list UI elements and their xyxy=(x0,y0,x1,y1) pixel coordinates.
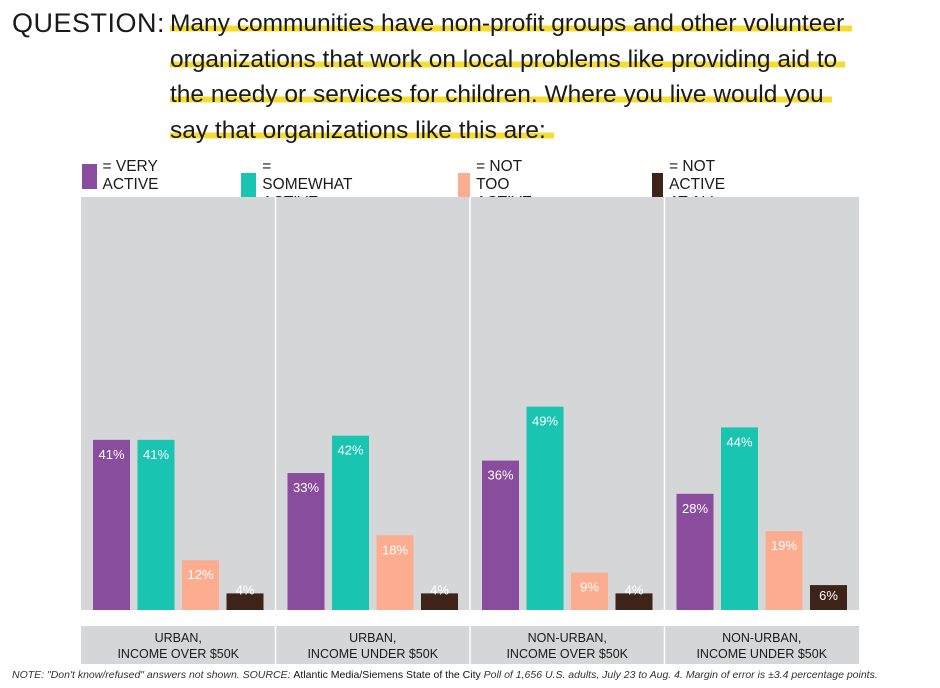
category-label: INCOME OVER $50K xyxy=(506,647,628,661)
data-label: 36% xyxy=(487,468,513,483)
data-label: 41% xyxy=(143,447,169,462)
data-label: 19% xyxy=(771,538,797,553)
legend-swatch xyxy=(82,163,97,189)
bar-somewhat-active xyxy=(137,439,175,610)
legend-swatch xyxy=(458,172,471,198)
category-label: URBAN, xyxy=(349,631,396,645)
category-label: URBAN, xyxy=(155,631,202,645)
bar-not-too-active xyxy=(182,560,219,610)
data-label: 41% xyxy=(98,447,124,462)
bar-not-too-active xyxy=(571,572,608,610)
bar-not-too-active xyxy=(765,531,803,610)
data-label: 33% xyxy=(293,480,319,495)
bar-very-active xyxy=(93,439,130,610)
source-name: Atlantic Media/Siemens State of the City xyxy=(293,669,481,681)
bar-very-active xyxy=(676,493,714,610)
data-label: 6% xyxy=(819,588,838,603)
category-label: NON-URBAN, xyxy=(528,631,607,645)
data-label: 4% xyxy=(625,582,644,597)
data-label: 42% xyxy=(337,443,363,458)
data-label: 28% xyxy=(682,501,708,516)
question-line: Many communities have non-profit groups … xyxy=(170,6,930,42)
question-label: QUESTION: xyxy=(12,8,166,38)
bar-not-active-at-all xyxy=(421,593,458,610)
legend-item-very-active: = VERY ACTIVE xyxy=(82,158,169,194)
question-line: organizations that work on local problem… xyxy=(170,42,930,78)
legend-label: = VERY ACTIVE xyxy=(102,158,159,193)
data-label: 44% xyxy=(726,434,752,449)
question-line: say that organizations like this are: xyxy=(170,113,930,149)
legend-swatch xyxy=(652,172,664,198)
bar-chart: 41% 41% 12% 4% URBAN, INCOME OVER $50K 33% 42% 1… xyxy=(81,197,859,664)
question-line: the needy or services for children. Wher… xyxy=(170,77,930,113)
category-label: INCOME UNDER $50K xyxy=(696,647,827,661)
bar-not-active-at-all xyxy=(615,593,653,610)
data-label: 12% xyxy=(187,567,213,582)
category-label: NON-URBAN, xyxy=(722,631,801,645)
bar-somewhat-active xyxy=(526,406,564,610)
legend-swatch xyxy=(241,172,257,198)
bar-somewhat-active xyxy=(721,427,758,610)
bar-not-too-active xyxy=(376,535,414,610)
data-label: 49% xyxy=(532,414,558,429)
bar-not-active-at-all xyxy=(226,593,264,610)
data-label: 9% xyxy=(580,580,599,595)
data-label: 18% xyxy=(382,542,408,557)
bar-not-active-at-all xyxy=(810,585,847,610)
bar-somewhat-active xyxy=(332,435,369,610)
data-label: 4% xyxy=(430,582,449,597)
bar-very-active xyxy=(287,473,325,610)
data-label: 4% xyxy=(236,582,255,597)
bar-very-active xyxy=(482,460,519,610)
category-label: INCOME OVER $50K xyxy=(117,647,239,661)
category-label: INCOME UNDER $50K xyxy=(307,647,438,661)
question-text: Many communities have non-profit groups … xyxy=(170,6,930,148)
footnote: NOTE: "Don't know/refused" answers not s… xyxy=(12,669,878,681)
